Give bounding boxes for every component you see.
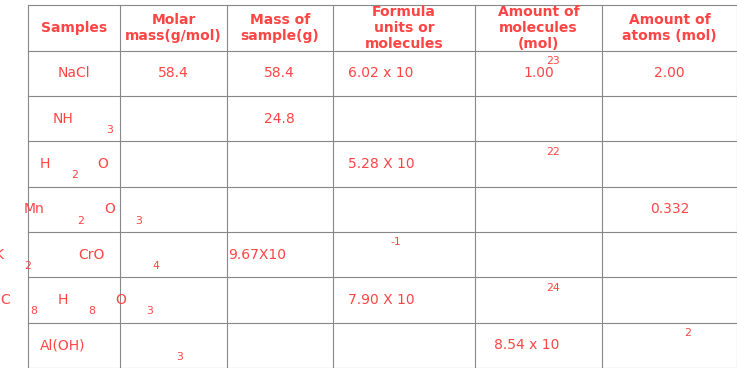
Text: 4: 4 (153, 261, 159, 271)
Text: 24: 24 (546, 283, 560, 293)
Text: O: O (115, 293, 126, 307)
Text: Molar
mass(g/mol): Molar mass(g/mol) (125, 13, 222, 43)
Text: 3: 3 (176, 352, 183, 362)
Text: 2.00: 2.00 (654, 67, 685, 81)
Text: CrO: CrO (79, 248, 105, 262)
Text: Mass of
sample(g): Mass of sample(g) (240, 13, 319, 43)
Text: 3: 3 (146, 306, 153, 316)
Text: H: H (40, 157, 50, 171)
Text: O: O (104, 202, 115, 216)
Text: 8.54 x 10: 8.54 x 10 (495, 338, 560, 352)
Text: 2: 2 (684, 328, 691, 338)
Text: O: O (98, 157, 108, 171)
Text: C: C (0, 293, 10, 307)
Text: -1: -1 (391, 237, 401, 248)
Text: 8: 8 (88, 306, 95, 316)
Text: Mn: Mn (24, 202, 44, 216)
Text: 3: 3 (135, 216, 142, 226)
Text: NH: NH (52, 112, 73, 126)
Text: Amount of
atoms (mol): Amount of atoms (mol) (622, 13, 717, 43)
Text: 58.4: 58.4 (158, 67, 189, 81)
Text: 7.90 X 10: 7.90 X 10 (348, 293, 414, 307)
Text: 24.8: 24.8 (265, 112, 296, 126)
Text: NaCl: NaCl (58, 67, 91, 81)
Text: 23: 23 (546, 56, 560, 66)
Text: Formula
units or
molecules: Formula units or molecules (365, 5, 443, 52)
Text: 8: 8 (30, 306, 38, 316)
Text: 2: 2 (77, 216, 84, 226)
Text: Amount of
molecules
(mol): Amount of molecules (mol) (497, 5, 579, 52)
Text: H: H (57, 293, 68, 307)
Text: Samples: Samples (41, 21, 108, 35)
Text: K: K (0, 248, 3, 262)
Text: Al(OH): Al(OH) (40, 338, 85, 352)
Text: 2: 2 (24, 261, 31, 271)
Text: 1.00: 1.00 (523, 67, 554, 81)
Text: 58.4: 58.4 (265, 67, 296, 81)
Text: 6.02 x 10: 6.02 x 10 (349, 67, 413, 81)
Text: 3: 3 (106, 125, 113, 135)
Text: 2: 2 (71, 170, 77, 180)
Text: 5.28 X 10: 5.28 X 10 (348, 157, 414, 171)
Text: 9.67X10: 9.67X10 (228, 248, 286, 262)
Text: 22: 22 (546, 147, 560, 157)
Text: 0.332: 0.332 (650, 202, 689, 216)
